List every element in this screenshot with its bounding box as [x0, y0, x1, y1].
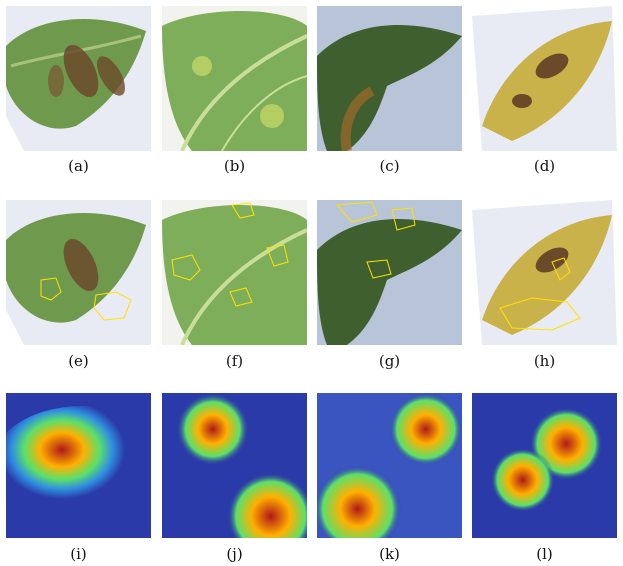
leaf-image-d	[472, 6, 617, 151]
caption-d: (d)	[533, 157, 556, 175]
caption-l: (l)	[536, 545, 553, 563]
leaf-image-h	[472, 200, 617, 345]
leaf-image-f	[162, 200, 307, 345]
heatmap-image-l	[472, 393, 617, 538]
caption-i: (i)	[70, 545, 87, 563]
leaf-image-c	[317, 6, 462, 151]
caption-h: (h)	[533, 352, 556, 370]
caption-a: (a)	[68, 157, 89, 175]
caption-c: (c)	[379, 157, 400, 175]
caption-k: (k)	[379, 545, 400, 563]
caption-f: (f)	[225, 352, 244, 370]
heatmap-image-j	[162, 393, 307, 538]
heatmap-image-k	[317, 393, 462, 538]
heatmap-image-i	[6, 393, 151, 538]
caption-e: (e)	[68, 352, 89, 370]
leaf-image-e	[6, 200, 151, 345]
leaf-image-b	[162, 6, 307, 151]
caption-g: (g)	[378, 352, 401, 370]
leaf-image-g	[317, 200, 462, 345]
leaf-image-a	[6, 6, 151, 151]
caption-j: (j)	[226, 545, 243, 563]
caption-b: (b)	[223, 157, 246, 175]
